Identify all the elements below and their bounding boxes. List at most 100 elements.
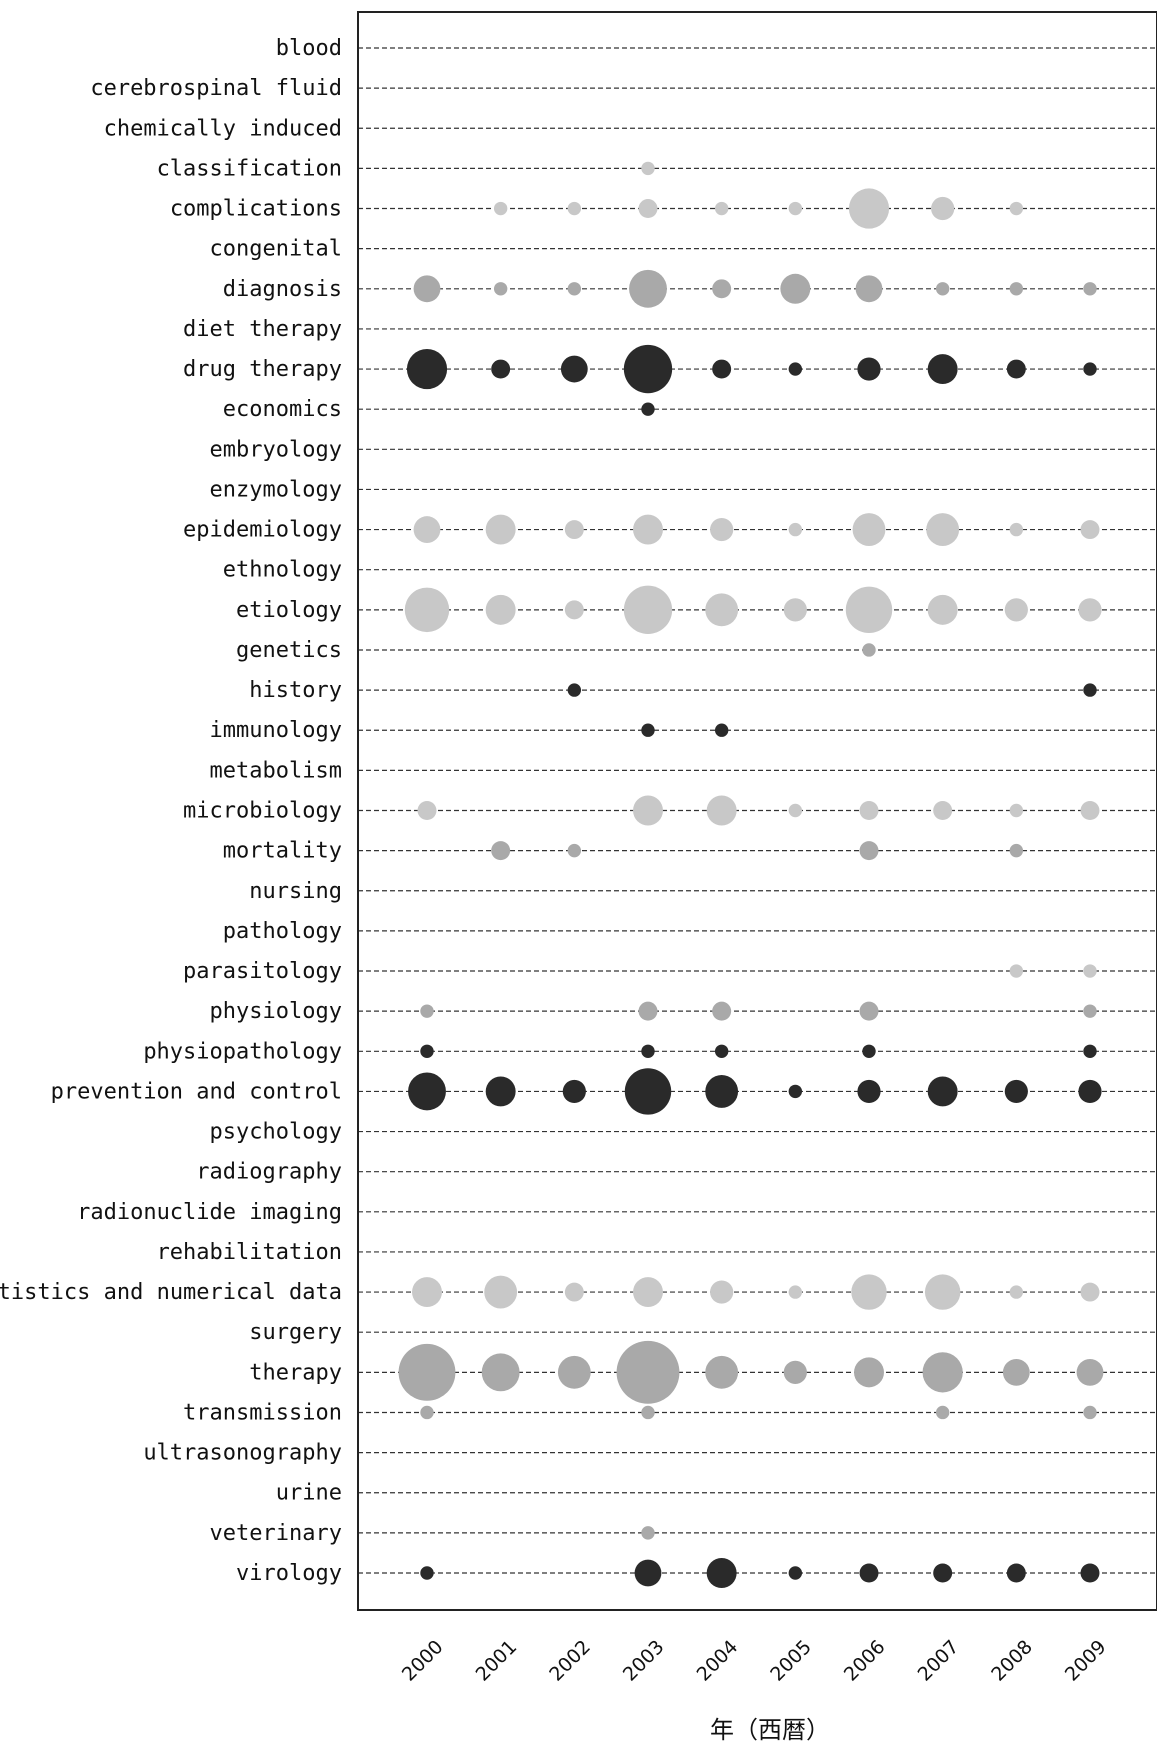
bubble: [634, 1559, 662, 1587]
bubble: [623, 585, 673, 634]
row-label: parasitology: [183, 959, 342, 984]
row-label: rehabilitation: [157, 1240, 342, 1265]
bubbles: [398, 161, 1104, 1588]
bubble: [641, 723, 655, 737]
bubble: [926, 513, 960, 546]
bubble: [562, 1079, 586, 1104]
row-label: etiology: [236, 598, 342, 623]
bubble: [1083, 1405, 1097, 1420]
bubble: [1083, 1044, 1097, 1058]
row-label: diet therapy: [183, 317, 342, 342]
bubble: [560, 355, 588, 383]
x-tick-label: 2002: [545, 1636, 595, 1686]
bubble: [491, 359, 511, 379]
row-label: radionuclide imaging: [77, 1200, 342, 1225]
row-label: pathology: [223, 919, 342, 944]
bubble: [1009, 522, 1024, 537]
row-label: chemically induced: [104, 116, 342, 141]
bubble: [1009, 803, 1024, 818]
bubble: [1009, 201, 1024, 216]
bubble: [924, 1274, 961, 1310]
row-label: radiography: [196, 1160, 342, 1185]
row-label: blood: [276, 36, 342, 61]
x-tick-label: 2006: [840, 1636, 890, 1686]
bubble: [484, 1275, 518, 1309]
bubble: [413, 275, 441, 303]
bubble: [1080, 1563, 1100, 1583]
row-label: metabolism: [210, 758, 342, 783]
row-label: complications: [170, 197, 342, 222]
bubble: [714, 1044, 729, 1058]
bubble: [714, 201, 729, 216]
bubble: [491, 841, 511, 861]
bubble: [859, 1001, 879, 1021]
row-label: genetics: [236, 638, 342, 663]
row-label: enzymology: [210, 477, 342, 502]
x-tick-label: 2008: [987, 1636, 1037, 1686]
bubble: [485, 514, 516, 545]
x-tick-labels: 2000 2001 2002 2003 2004 2005 2006 2007 2008 2009: [398, 1636, 1111, 1686]
bubble: [857, 357, 881, 381]
bubble: [706, 1558, 737, 1588]
bubble: [404, 587, 450, 633]
bubble: [710, 1280, 734, 1304]
bubble: [417, 801, 437, 820]
bubble: [857, 1079, 881, 1104]
bubble: [1078, 1079, 1102, 1104]
bubble: [1009, 964, 1024, 978]
bubble: [788, 362, 803, 376]
bubble: [922, 1352, 963, 1393]
bubble: [780, 273, 811, 304]
bubble: [624, 1068, 672, 1115]
bubble: [788, 522, 803, 537]
bubble: [641, 1526, 655, 1540]
bubble: [848, 188, 890, 229]
bubble: [1083, 964, 1097, 978]
bubble: [1009, 1285, 1024, 1299]
bubble: [1080, 1282, 1100, 1302]
bubble: [927, 594, 958, 625]
bubble: [567, 683, 582, 697]
row-label: surgery: [249, 1320, 342, 1345]
bubble: [927, 1076, 958, 1107]
bubble: [788, 803, 803, 818]
bubble: [564, 600, 584, 620]
row-label: physiopathology: [143, 1039, 342, 1064]
row-label: classification: [157, 156, 342, 181]
x-axis-title: 年（西暦）: [710, 1716, 830, 1744]
bubble: [616, 1340, 680, 1404]
x-tick-label: 2007: [914, 1636, 964, 1686]
bubble: [641, 161, 655, 176]
row-label: history: [249, 678, 342, 703]
bubble: [705, 593, 739, 627]
bubble: [633, 514, 663, 545]
row-label: veterinary: [210, 1521, 342, 1546]
bubble: [1078, 598, 1102, 622]
bubble: [859, 1563, 879, 1583]
bubble: [1080, 801, 1100, 820]
row-label: epidemiology: [183, 518, 342, 543]
bubble: [1006, 1563, 1026, 1583]
bubble: [705, 1075, 739, 1108]
bubble: [788, 1566, 803, 1580]
bubble: [712, 359, 732, 379]
x-tick-label: 2005: [766, 1636, 816, 1686]
bubble: [567, 282, 582, 296]
bubble: [927, 354, 958, 385]
row-label: ultrasonography: [143, 1441, 342, 1466]
bubble: [854, 1357, 884, 1388]
bubble: [862, 643, 876, 657]
bubble: [852, 513, 886, 546]
bubble: [408, 1072, 446, 1111]
bubble: [623, 344, 673, 394]
bubble: [935, 1405, 950, 1420]
row-label: congenital: [210, 237, 342, 262]
bubble: [1083, 282, 1097, 296]
row-label: drug therapy: [183, 357, 342, 382]
bubble: [1083, 1004, 1097, 1018]
bubble: [493, 282, 508, 296]
bubble: [788, 1285, 803, 1299]
bubble: [935, 282, 950, 296]
bubble: [641, 1405, 655, 1420]
